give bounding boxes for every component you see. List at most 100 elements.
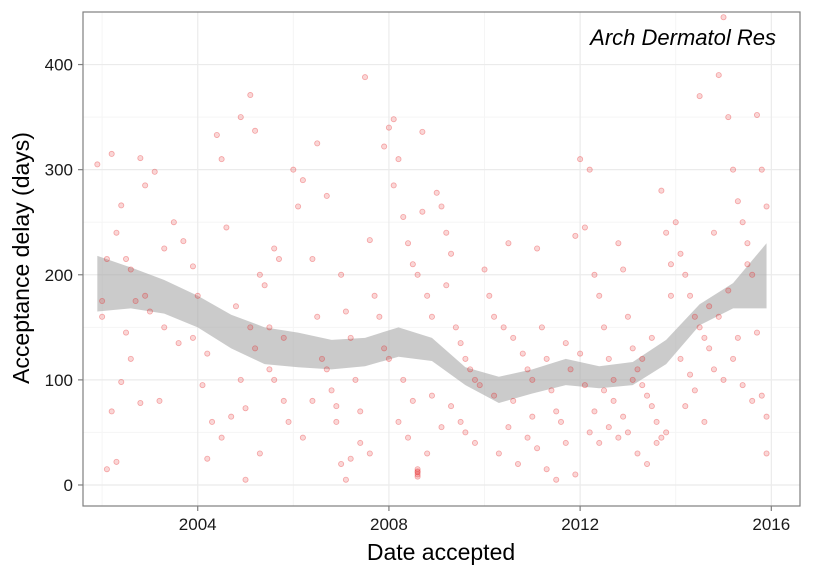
data-point (572, 471, 579, 478)
data-point (242, 476, 249, 483)
data-point (739, 382, 746, 389)
data-point (213, 131, 220, 138)
data-point (180, 238, 187, 245)
data-point (137, 399, 144, 406)
data-point (596, 292, 603, 299)
data-point (247, 324, 254, 331)
data-point (256, 271, 263, 278)
data-point (591, 408, 598, 415)
data-point (462, 355, 469, 362)
data-point (443, 229, 450, 236)
data-point (615, 434, 622, 441)
data-point (471, 376, 478, 383)
y-axis-ticks: 0 100 200 300 400 (45, 56, 83, 495)
data-point (299, 434, 306, 441)
data-point (586, 166, 593, 173)
data-point (371, 292, 378, 299)
data-point (667, 261, 674, 268)
data-point (682, 403, 689, 410)
data-point (347, 455, 354, 462)
y-axis-title: Acceptance delay (days) (8, 132, 34, 384)
data-point (610, 376, 617, 383)
data-point (644, 392, 651, 399)
data-point (228, 413, 235, 420)
data-point (309, 397, 316, 404)
data-point (558, 418, 565, 425)
data-point (620, 266, 627, 273)
data-point (405, 434, 412, 441)
data-point (562, 340, 569, 347)
data-point (553, 408, 560, 415)
data-point (500, 324, 507, 331)
data-point (491, 392, 498, 399)
data-point (132, 298, 139, 305)
data-point (605, 355, 612, 362)
data-point (706, 303, 713, 310)
data-point (586, 429, 593, 436)
data-point (653, 439, 660, 446)
data-point (376, 313, 383, 320)
data-point (151, 168, 158, 175)
data-point (629, 345, 636, 352)
data-point (237, 114, 244, 121)
data-point (338, 271, 345, 278)
data-point (232, 303, 239, 310)
data-point (734, 198, 741, 205)
data-point (108, 150, 115, 157)
data-point (424, 450, 431, 457)
data-point (295, 203, 302, 210)
data-point (424, 292, 431, 299)
data-point (753, 329, 760, 336)
data-point (99, 313, 106, 320)
data-point (486, 292, 493, 299)
data-point (658, 187, 665, 194)
data-point (261, 282, 268, 289)
data-point (218, 434, 225, 441)
data-point (706, 345, 713, 352)
data-point (749, 397, 756, 404)
data-point (419, 208, 426, 215)
data-point (629, 376, 636, 383)
data-point (753, 112, 760, 119)
data-point (749, 271, 756, 278)
data-point (448, 250, 455, 257)
data-point (113, 458, 120, 465)
data-point (529, 413, 536, 420)
x-tick-label: 2016 (752, 515, 790, 534)
data-point (414, 468, 421, 475)
data-point (318, 355, 325, 362)
data-point (390, 182, 397, 189)
data-point (428, 313, 435, 320)
data-point (161, 324, 168, 331)
data-point (648, 334, 655, 341)
data-point (103, 255, 110, 262)
data-point (467, 366, 474, 373)
data-point (624, 313, 631, 320)
data-point (409, 261, 416, 268)
data-point (419, 128, 426, 135)
data-point (763, 203, 770, 210)
data-point (175, 340, 182, 347)
data-point (510, 334, 517, 341)
data-point (381, 345, 388, 352)
data-point (366, 450, 373, 457)
data-point (266, 366, 273, 373)
data-point (548, 387, 555, 394)
data-point (189, 334, 196, 341)
data-point (567, 366, 574, 373)
data-point (338, 460, 345, 467)
data-point (691, 387, 698, 394)
data-point (481, 266, 488, 273)
data-point (644, 460, 651, 467)
data-point (495, 450, 502, 457)
data-point (615, 240, 622, 247)
data-point (462, 429, 469, 436)
data-point (524, 366, 531, 373)
data-point (634, 366, 641, 373)
data-point (562, 439, 569, 446)
data-point (271, 245, 278, 252)
grid-major-lines (83, 12, 800, 506)
data-point (519, 350, 526, 357)
y-tick-label: 300 (45, 161, 73, 180)
data-point (99, 298, 106, 305)
